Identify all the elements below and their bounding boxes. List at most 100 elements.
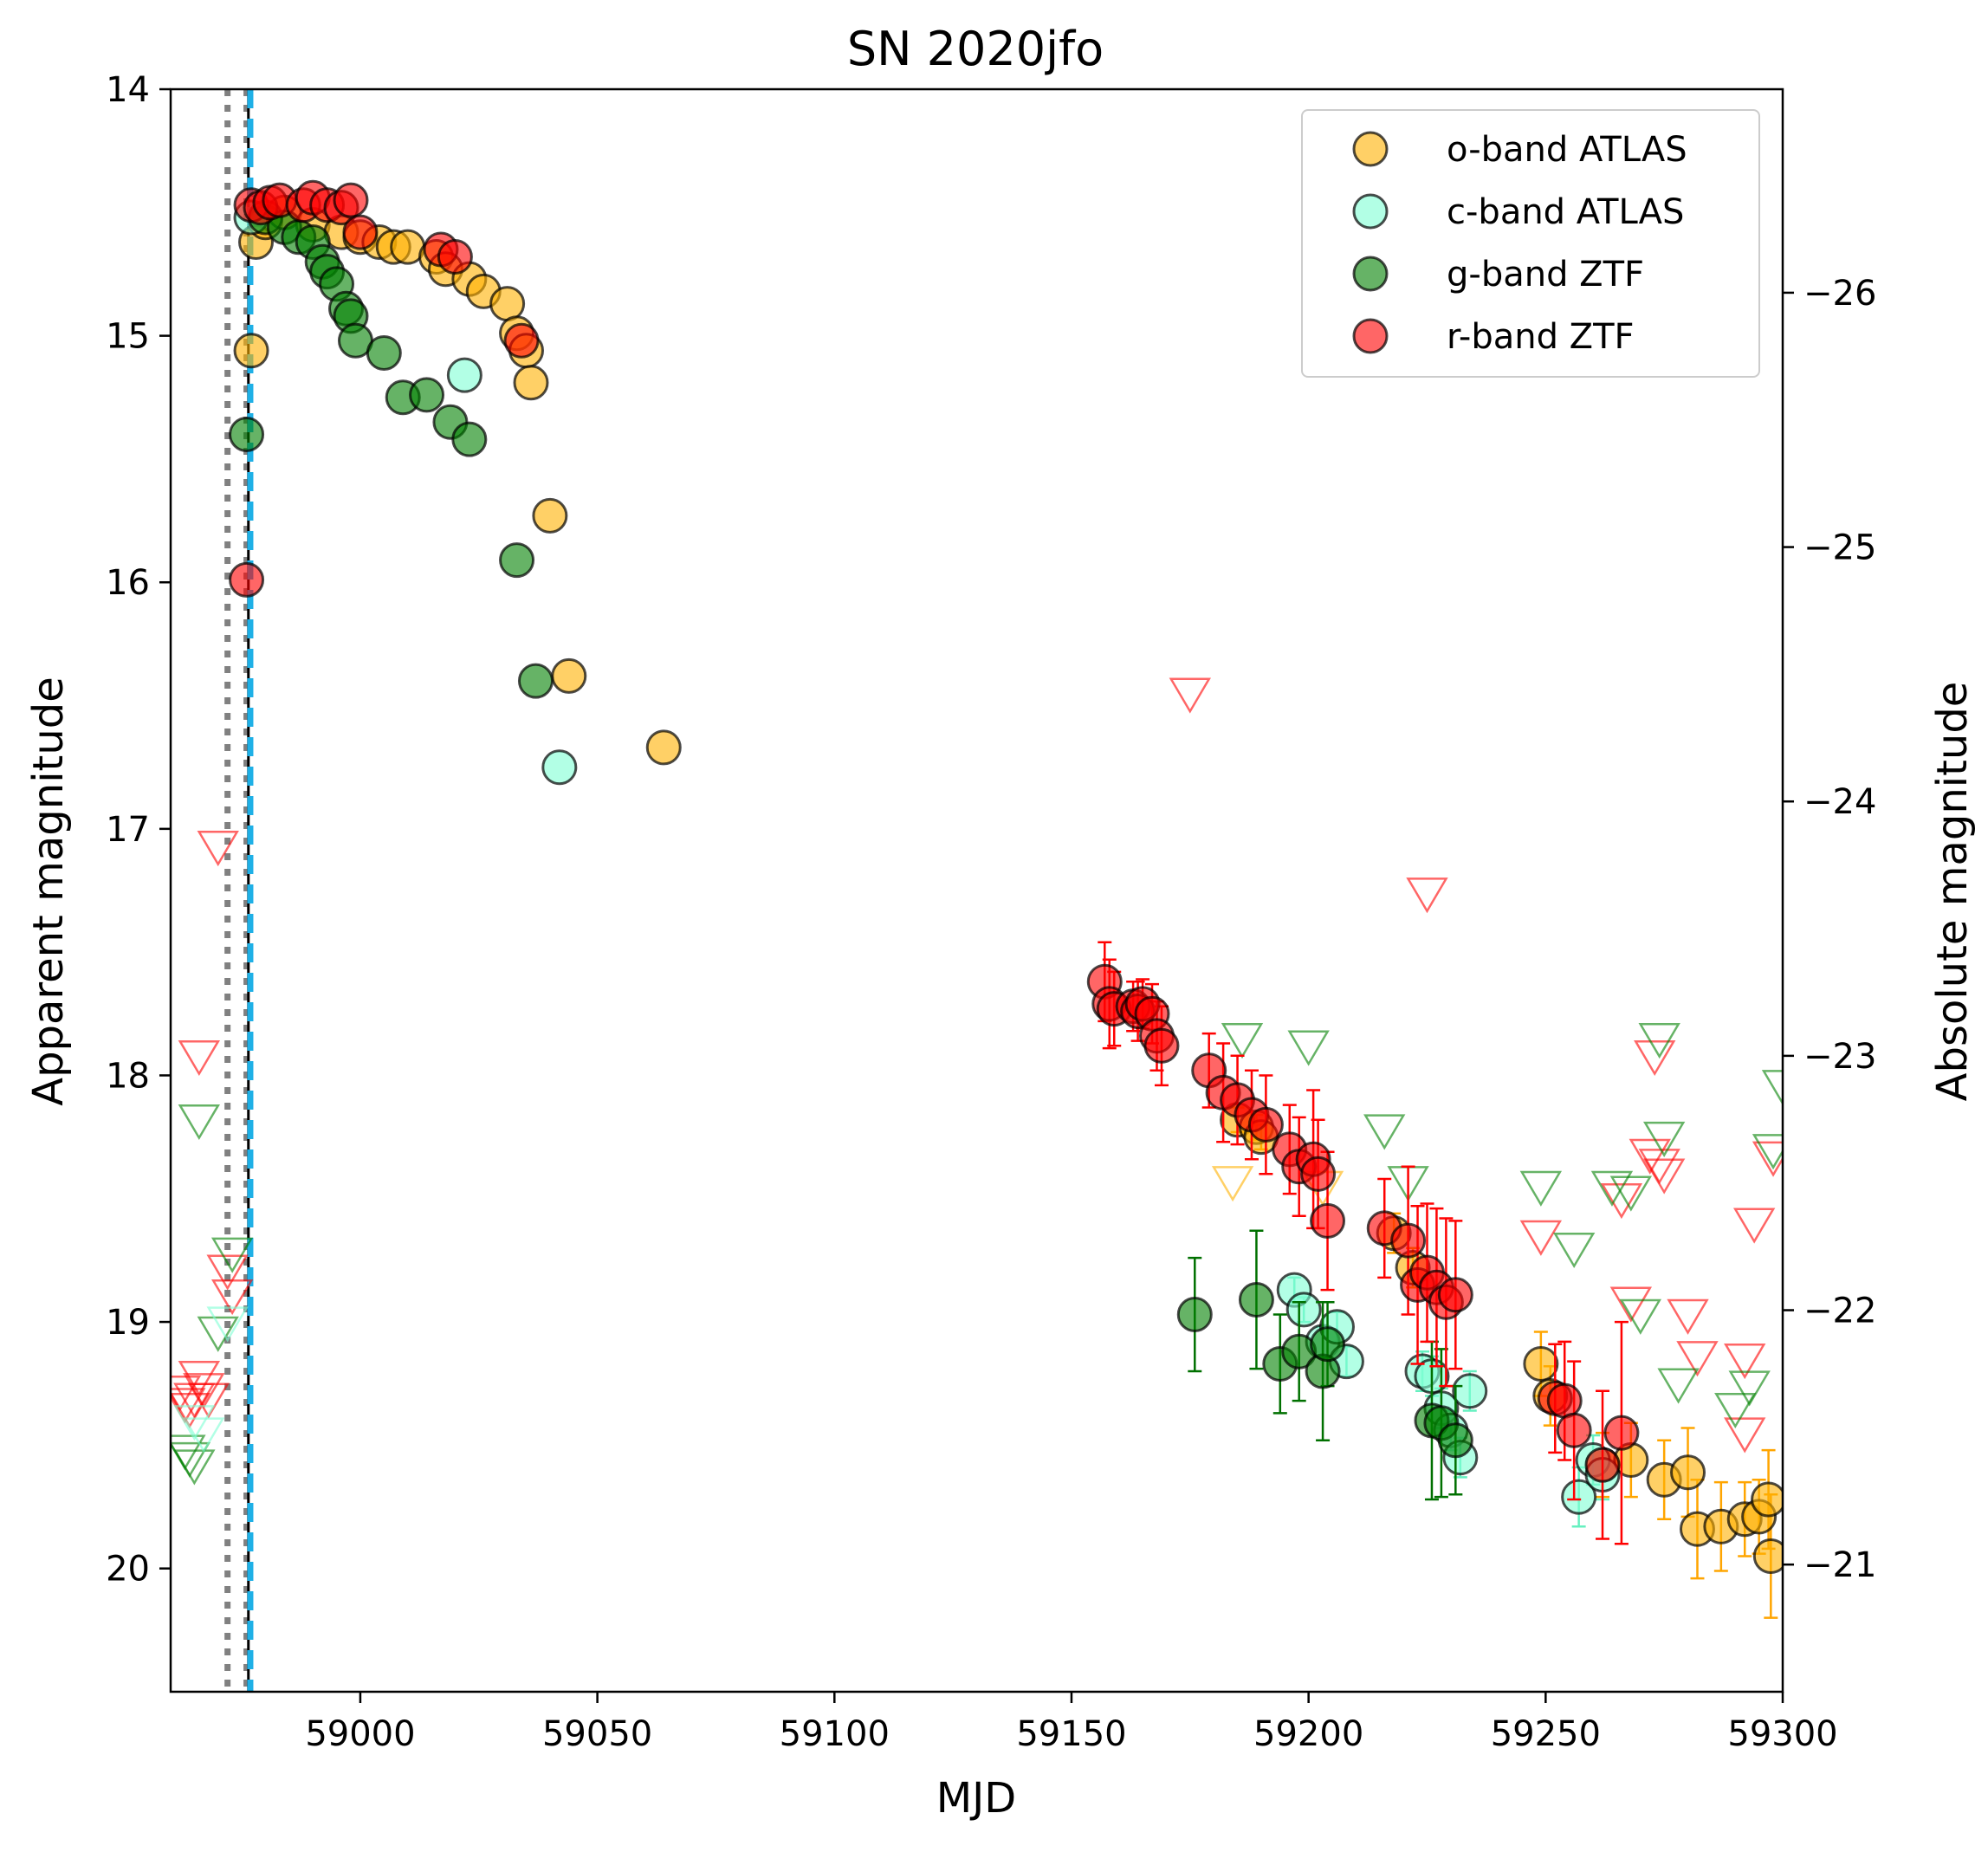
upper-limit-marker: [1609, 1175, 1653, 1212]
plot-area: [171, 89, 1783, 1692]
data-point: [499, 542, 535, 579]
data-point: [409, 377, 445, 413]
upper-limit-marker: [206, 1306, 249, 1343]
data-point: [1437, 1277, 1473, 1313]
upper-limit-marker: [183, 1417, 225, 1454]
y2-tick-label: −23: [1803, 1037, 1876, 1077]
data-point: [1670, 1454, 1706, 1491]
y-tick-label: 17: [106, 810, 150, 850]
data-point: [1437, 1422, 1473, 1459]
upper-limit-marker: [1714, 1392, 1757, 1429]
data-point: [645, 729, 682, 766]
x-tick-label: 59200: [1253, 1714, 1363, 1754]
plot-frame: [169, 87, 1784, 1693]
x-tick-label: 59100: [780, 1714, 890, 1754]
upper-limit-marker: [1642, 1121, 1686, 1157]
upper-limit-marker: [1211, 1166, 1254, 1202]
upper-limit-marker: [1363, 1114, 1406, 1150]
upper-limit-marker: [178, 1360, 221, 1397]
upper-limit-marker: [178, 1039, 221, 1077]
legend-item[interactable]: o-band ATLAS: [1352, 130, 1687, 170]
upper-limit-marker: [210, 1279, 254, 1316]
data-point: [1310, 1326, 1346, 1363]
data-point: [503, 322, 540, 359]
legend-frame: [1301, 109, 1760, 378]
data-point: [1523, 1345, 1559, 1382]
upper-limit-marker: [210, 1237, 254, 1273]
data-point: [541, 749, 578, 786]
upper-limit-marker: [1676, 1341, 1719, 1377]
data-point: [1285, 1292, 1322, 1328]
upper-limit-marker: [1287, 1030, 1330, 1066]
data-point: [366, 335, 402, 372]
x-axis: 59000 59050 59100 59150 59200 59250 59300: [305, 1692, 1838, 1754]
upper-limit-marker: [1752, 1141, 1783, 1177]
legend-marker: [1352, 318, 1389, 354]
upper-limit-marker: [1752, 1134, 1783, 1170]
upper-limit-marker: [1519, 1220, 1563, 1256]
data-point: [342, 214, 379, 250]
upper-limit-marker: [178, 1104, 221, 1141]
x-tick-label: 59250: [1491, 1714, 1601, 1754]
legend-marker: [1352, 193, 1389, 230]
data-point: [1247, 1106, 1284, 1143]
upper-limit-marker: [187, 1383, 230, 1419]
y-tick-label: 20: [106, 1550, 150, 1590]
legend-item[interactable]: r-band ZTF: [1352, 317, 1635, 357]
data-point: [1546, 1383, 1583, 1419]
data-point: [229, 561, 265, 598]
upper-limit-marker: [1642, 1158, 1686, 1195]
upper-limit-marker: [1638, 1023, 1680, 1059]
legend-label: c-band ATLAS: [1447, 192, 1684, 232]
data-point: [532, 497, 568, 534]
x-axis-label: MJD: [936, 1774, 1017, 1823]
data-point: [1752, 1538, 1783, 1574]
upper-limit-marker: [1590, 1170, 1634, 1207]
y-axis-label-right: Absolute magnitude: [1928, 682, 1977, 1102]
chart-title: SN 2020jfo: [847, 22, 1104, 76]
y-axis-right: −21 −22 −23 −24 −25 −26: [1783, 274, 1876, 1585]
upper-limit-marker: [1552, 1232, 1596, 1269]
upper-limit-marker: [1619, 1298, 1661, 1335]
upper-limit-marker: [1761, 1070, 1783, 1106]
y-tick-label: 15: [106, 317, 150, 357]
legend-marker: [1352, 256, 1389, 292]
legend-label: g-band ZTF: [1447, 255, 1644, 295]
data-point: [1176, 1297, 1213, 1333]
upper-limit-marker: [1732, 1208, 1776, 1244]
x-tick-label: 59050: [542, 1714, 652, 1754]
data-point: [1452, 1373, 1488, 1409]
data-point: [1238, 1281, 1274, 1318]
y-axis-label: Apparent magnitude: [24, 677, 73, 1106]
data-point: [513, 365, 549, 401]
x-tick-label: 59150: [1016, 1714, 1126, 1754]
x-tick-label: 59300: [1727, 1714, 1837, 1754]
legend-item[interactable]: g-band ZTF: [1352, 255, 1644, 295]
data-point: [333, 182, 369, 218]
upper-limit-marker: [197, 1316, 239, 1352]
y-tick-label: 18: [106, 1056, 150, 1096]
upper-limit-marker: [1634, 1039, 1676, 1077]
y-tick-label: 19: [106, 1303, 150, 1343]
upper-limit-marker: [1728, 1370, 1771, 1407]
x-tick-label: 59000: [305, 1714, 415, 1754]
legend-label: o-band ATLAS: [1447, 130, 1687, 170]
upper-limit-marker: [1724, 1417, 1766, 1454]
legend-item[interactable]: c-band ATLAS: [1352, 192, 1684, 232]
y2-tick-label: −22: [1803, 1292, 1876, 1331]
y2-tick-label: −26: [1803, 274, 1876, 314]
y-axis-left: 14 15 16 17 18 19 20: [106, 70, 171, 1590]
data-point: [1603, 1415, 1640, 1451]
data-point: [446, 357, 482, 393]
upper-limit-marker: [173, 1449, 216, 1486]
upper-limit-marker: [1657, 1368, 1700, 1404]
data-point: [1300, 1156, 1337, 1192]
data-point: [437, 239, 473, 275]
upper-limit-marker: [1629, 1138, 1671, 1175]
legend[interactable]: o-band ATLAS c-band ATLAS g-band ZTF r-band…: [1301, 109, 1760, 378]
legend-marker: [1352, 131, 1389, 167]
data-point: [1556, 1412, 1592, 1448]
data-point: [1561, 1479, 1597, 1515]
